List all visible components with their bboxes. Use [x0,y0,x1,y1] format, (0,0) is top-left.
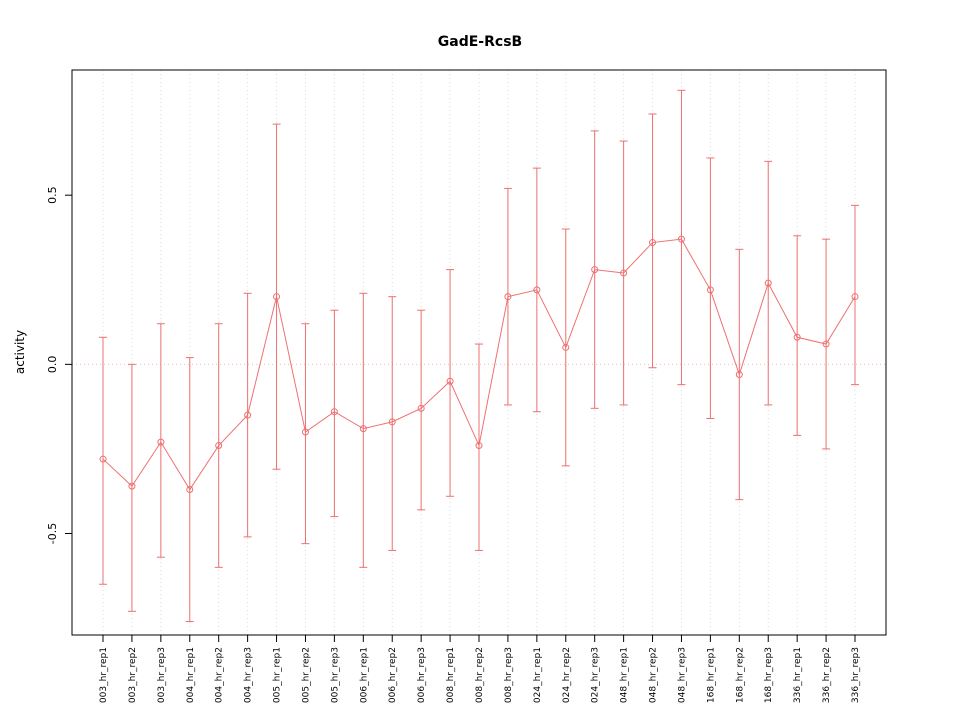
svg-text:004_hr_rep2: 004_hr_rep2 [215,647,225,703]
svg-text:004_hr_rep3: 004_hr_rep3 [244,647,254,703]
svg-text:006_hr_rep3: 006_hr_rep3 [417,647,427,703]
plot-title: GadE-RcsB [437,34,523,50]
svg-text:003_hr_rep3: 003_hr_rep3 [157,647,167,703]
svg-text:006_hr_rep2: 006_hr_rep2 [388,647,398,703]
svg-text:0.0: 0.0 [46,356,59,374]
svg-text:336_hr_rep1: 336_hr_rep1 [793,647,803,703]
svg-text:005_hr_rep2: 005_hr_rep2 [301,647,311,703]
svg-text:003_hr_rep2: 003_hr_rep2 [128,647,138,703]
svg-text:336_hr_rep3: 336_hr_rep3 [851,647,861,703]
svg-text:004_hr_rep1: 004_hr_rep1 [186,647,196,703]
series-points [99,235,859,494]
y-axis: -0.5 0.0 0.5 [46,186,72,544]
svg-text:048_hr_rep2: 048_hr_rep2 [649,647,659,703]
svg-text:005_hr_rep1: 005_hr_rep1 [273,647,283,703]
x-axis: 003_hr_rep1 003_hr_rep2 003_hr_rep3 004_hr_… [99,635,861,703]
svg-text:048_hr_rep3: 048_hr_rep3 [677,647,687,703]
svg-text:005_hr_rep3: 005_hr_rep3 [330,647,340,703]
svg-text:0.5: 0.5 [46,186,59,204]
svg-text:024_hr_rep3: 024_hr_rep3 [591,647,601,703]
svg-text:003_hr_rep1: 003_hr_rep1 [99,647,109,703]
svg-text:336_hr_rep2: 336_hr_rep2 [822,647,832,703]
svg-text:008_hr_rep2: 008_hr_rep2 [475,647,485,703]
svg-text:024_hr_rep2: 024_hr_rep2 [562,647,572,703]
svg-text:024_hr_rep1: 024_hr_rep1 [533,647,543,703]
y-axis-label: activity [13,329,27,375]
svg-text:168_hr_rep1: 168_hr_rep1 [706,647,716,703]
svg-text:006_hr_rep1: 006_hr_rep1 [359,647,369,703]
series-line [102,238,856,491]
svg-text:048_hr_rep1: 048_hr_rep1 [620,647,630,703]
svg-text:168_hr_rep3: 168_hr_rep3 [764,647,774,703]
svg-text:168_hr_rep2: 168_hr_rep2 [735,647,745,703]
svg-text:-0.5: -0.5 [46,523,59,544]
svg-text:008_hr_rep3: 008_hr_rep3 [504,647,514,703]
svg-text:008_hr_rep1: 008_hr_rep1 [446,647,456,703]
